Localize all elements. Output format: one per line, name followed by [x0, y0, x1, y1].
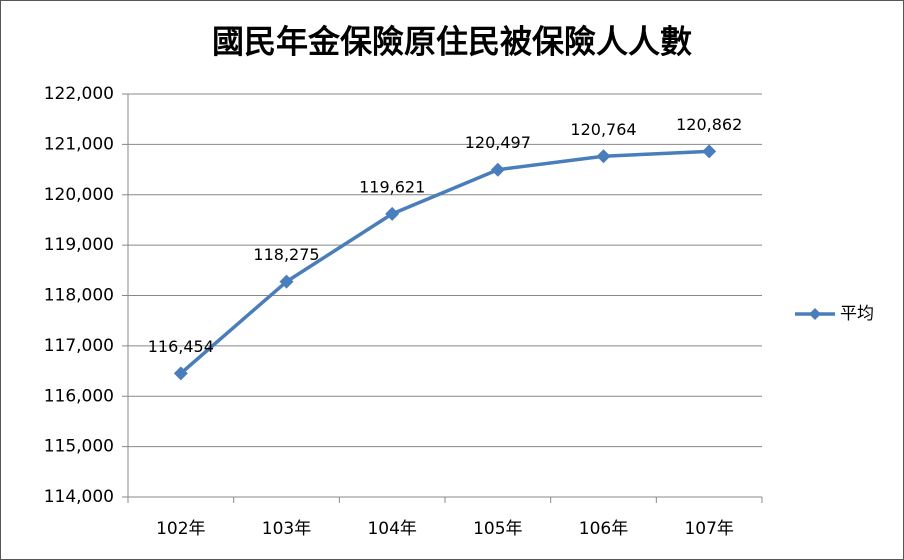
y-tick-label: 117,000 [44, 336, 114, 356]
y-tick-label: 118,000 [44, 286, 114, 306]
data-point [490, 162, 505, 177]
x-tick-label: 106年 [579, 519, 628, 539]
value-label: 120,862 [676, 115, 742, 134]
value-label: 119,621 [359, 177, 425, 196]
legend-marker [809, 308, 821, 320]
y-tick-label: 115,000 [44, 437, 114, 457]
data-point [173, 366, 188, 381]
data-point [702, 144, 717, 159]
y-tick-label: 122,000 [44, 84, 114, 104]
data-point [385, 206, 400, 221]
y-tick-label: 116,000 [44, 386, 114, 406]
chart-title: 國民年金保險原住民被保險人人數 [212, 23, 692, 61]
y-tick-label: 119,000 [44, 235, 114, 255]
data-point [279, 274, 294, 289]
value-label: 118,275 [253, 245, 319, 264]
x-tick-label: 105年 [473, 519, 522, 539]
x-tick-label: 104年 [367, 519, 416, 539]
x-tick-label: 103年 [262, 519, 311, 539]
series-line [179, 149, 710, 375]
x-tick-label: 102年 [156, 519, 205, 539]
legend-label: 平均 [840, 304, 874, 324]
x-tick-label: 107年 [684, 519, 733, 539]
data-point [596, 149, 611, 164]
value-label: 120,764 [570, 120, 636, 139]
y-tick-label: 120,000 [44, 185, 114, 205]
y-tick-label: 121,000 [44, 134, 114, 154]
value-label: 116,454 [148, 337, 214, 356]
value-label: 120,497 [465, 133, 531, 152]
y-tick-label: 114,000 [44, 487, 114, 507]
